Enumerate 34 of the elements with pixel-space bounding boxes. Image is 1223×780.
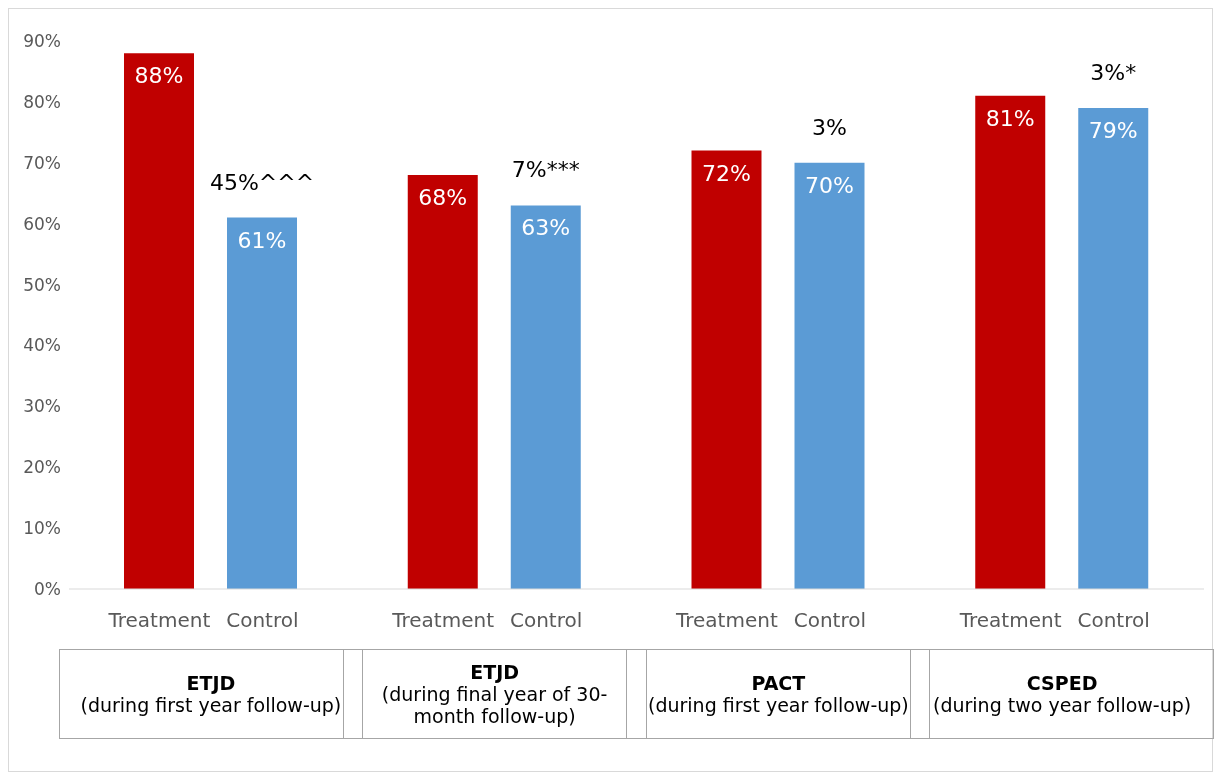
annotation: 7%*** (511, 157, 580, 183)
y-tick-label: 50% (23, 274, 61, 295)
data-label: 61% (237, 227, 287, 253)
data-label: 81% (985, 105, 1035, 131)
text: ETJD (during first year follow-up) (80, 672, 342, 716)
data-label: 63% (521, 215, 571, 241)
x-tick-label: Treatment (674, 608, 778, 632)
data-label: 72% (702, 160, 751, 186)
text: ETJD (during final year of 30-month follow-up) (380, 661, 609, 727)
x-tick-label: Treatment (107, 608, 211, 632)
y-tick-label: 40% (23, 335, 61, 356)
y-tick-label: 90% (23, 31, 61, 52)
y-tick-label: 60% (23, 213, 61, 234)
y-tick-label: 70% (23, 152, 61, 173)
y-tick-label: 10% (23, 518, 61, 539)
annotation: 3% (812, 114, 847, 140)
y-tick-label: 30% (23, 396, 61, 417)
data-label: 88% (134, 63, 184, 89)
data-label: 79% (1088, 117, 1138, 143)
text: CSPED (during two year follow-up) (933, 672, 1192, 716)
x-tick-label: Control (793, 608, 867, 632)
annotation: 3%* (1090, 59, 1137, 85)
text: PACT (during first year follow-up) (648, 672, 909, 716)
x-tick-label: Treatment (391, 608, 495, 632)
y-tick-label: 0% (34, 579, 61, 600)
annotation: 45%^^^ (209, 169, 315, 195)
x-tick-label: Control (226, 608, 299, 632)
y-tick-label: 80% (23, 91, 61, 112)
x-tick-label: Control (1077, 608, 1150, 632)
y-tick-label: 20% (23, 457, 61, 478)
x-tick-label: Treatment (958, 608, 1062, 632)
x-tick-label: Control (509, 608, 583, 632)
data-label: 70% (805, 172, 854, 198)
data-label: 68% (418, 184, 468, 210)
